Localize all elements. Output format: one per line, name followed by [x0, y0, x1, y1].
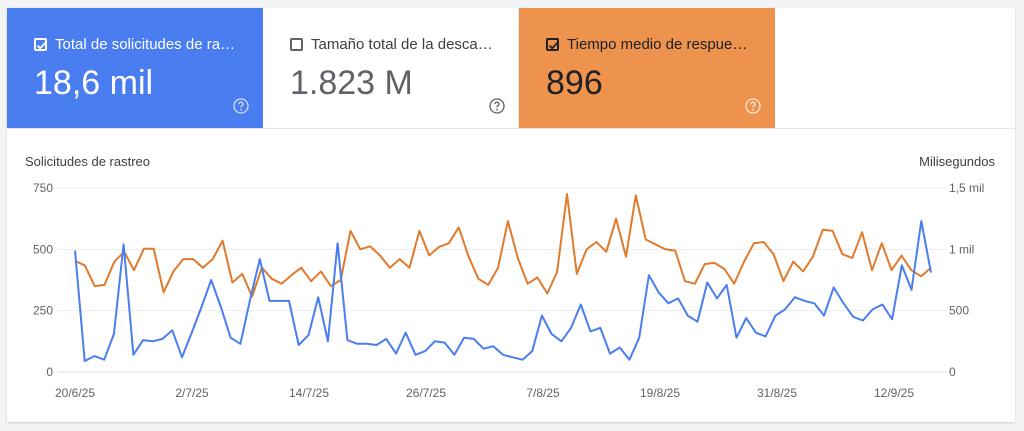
help-icon[interactable] [745, 98, 761, 114]
metric-card-response-time[interactable]: Tiempo medio de respuesta 896 [519, 8, 775, 128]
x-tick-label: 20/6/25 [55, 386, 95, 400]
metric-cards: Total de solicitudes de rastreo 18,6 mil… [7, 8, 1015, 128]
metric-label: Total de solicitudes de rastreo [55, 36, 240, 53]
left-tick-label: 500 [33, 242, 53, 256]
x-tick-label: 2/7/25 [175, 386, 209, 400]
checkbox-checked-icon[interactable] [34, 38, 47, 51]
help-icon[interactable] [233, 98, 249, 114]
metric-label: Tamaño total de la descarga [311, 36, 496, 53]
x-tick-label: 19/8/25 [640, 386, 680, 400]
right-tick-label: 1 mil [949, 242, 974, 256]
checkbox-checked-icon[interactable] [546, 38, 559, 51]
left-tick-label: 250 [33, 304, 53, 318]
metric-value: 896 [546, 64, 603, 102]
crawl-line-chart: Solicitudes de rastreo Milisegundos 0 250… [25, 154, 995, 400]
x-tick-label: 31/8/25 [757, 386, 797, 400]
cards-divider [7, 128, 1015, 129]
crawl-stats-panel: Total de solicitudes de rastreo 18,6 mil… [7, 8, 1015, 422]
x-tick-label: 14/7/25 [289, 386, 329, 400]
metric-label: Tiempo medio de respuesta [567, 36, 752, 53]
help-icon[interactable] [489, 98, 505, 114]
right-axis-title: Milisegundos [919, 154, 995, 169]
left-axis-title: Solicitudes de rastreo [25, 154, 150, 169]
x-tick-label: 7/8/25 [526, 386, 560, 400]
right-tick-label: 1,5 mil [949, 181, 984, 195]
metric-value: 18,6 mil [34, 64, 154, 102]
right-tick-label: 0 [949, 365, 956, 379]
checkbox-unchecked-icon[interactable] [290, 38, 303, 51]
left-tick-label: 0 [46, 365, 53, 379]
series-line [74, 193, 932, 298]
x-tick-label: 26/7/25 [406, 386, 446, 400]
metric-card-total-requests[interactable]: Total de solicitudes de rastreo 18,6 mil [7, 8, 263, 128]
metric-card-download-size[interactable]: Tamaño total de la descarga 1.823 M [263, 8, 519, 128]
x-tick-label: 12/9/25 [874, 386, 914, 400]
right-tick-label: 500 [949, 304, 969, 318]
metric-value: 1.823 M [290, 64, 413, 102]
left-tick-label: 750 [33, 181, 53, 195]
series-line [74, 220, 932, 362]
